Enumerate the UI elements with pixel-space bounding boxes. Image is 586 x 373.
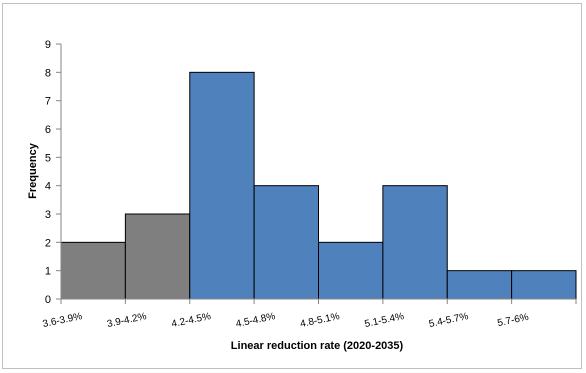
x-tick-label: 3.9-4.2% (106, 311, 148, 330)
bar-3.9-4.2% (124, 213, 191, 300)
y-tick-label: 2 (45, 237, 51, 249)
y-ticks-group: 0 1 2 3 4 5 6 7 8 9 (45, 39, 51, 306)
y-tick-label: 9 (45, 39, 51, 51)
bar-3.6-3.9% (60, 241, 126, 300)
bar-4.5-4.8% (253, 185, 319, 300)
x-tick-label: 3.6-3.9% (42, 311, 84, 330)
y-tick-label: 7 (45, 96, 51, 108)
y-tick-label: 4 (45, 181, 51, 193)
y-tick-label: 3 (45, 209, 51, 221)
bar-5.1-5.4% (382, 185, 448, 300)
bar-5.4-5.7% (446, 270, 513, 300)
x-ticks-group: 3.6-3.9% 3.9-4.2% 4.2-4.5% 4.5-4.8% 4.8-5.1%… (42, 311, 530, 330)
bar-4.2-4.5% (189, 71, 255, 300)
bar-4.8-5.1% (318, 241, 384, 300)
bar-5.7-6% (511, 270, 577, 300)
x-axis-label: Linear reduction rate (2020-2035) (231, 340, 404, 352)
y-tick-label: 8 (45, 67, 51, 79)
axes-group (56, 43, 577, 304)
x-tick-label: 5.4-5.7% (428, 311, 470, 330)
bars-group (60, 71, 577, 300)
x-tick-label: 5.7-6% (496, 312, 529, 329)
x-tick-label: 4.5-4.8% (235, 311, 277, 330)
y-tick-label: 1 (45, 266, 51, 278)
y-tick-label: 0 (45, 294, 51, 306)
y-tick-label: 6 (45, 124, 51, 136)
y-axis-label: Frequency (27, 142, 39, 199)
x-tick-label: 4.2-4.5% (171, 311, 213, 330)
x-tick-label: 5.1-5.4% (364, 311, 406, 330)
x-tick-label: 4.8-5.1% (299, 311, 341, 330)
y-tick-label: 5 (45, 152, 51, 164)
